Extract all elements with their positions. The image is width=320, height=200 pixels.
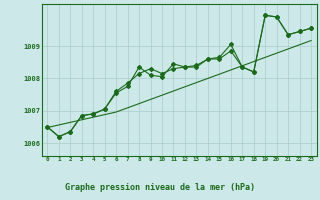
Text: Graphe pression niveau de la mer (hPa): Graphe pression niveau de la mer (hPa) — [65, 183, 255, 192]
